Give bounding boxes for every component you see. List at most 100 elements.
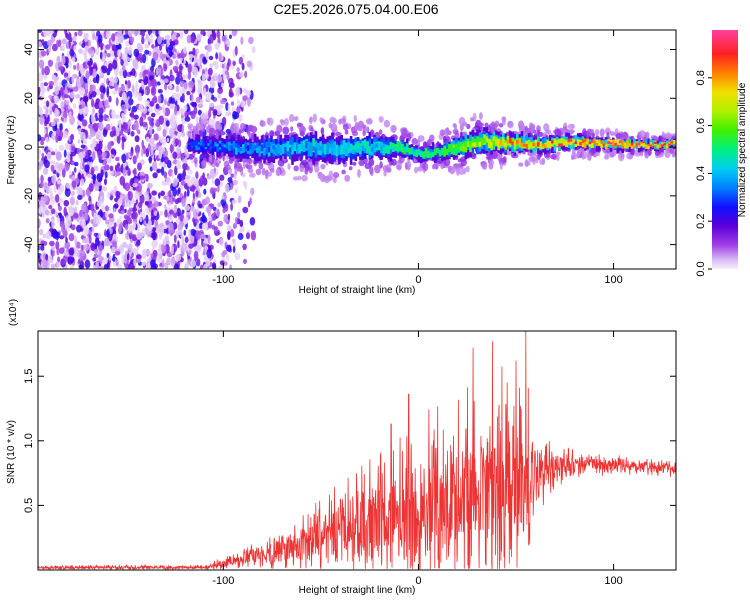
ridge-halo <box>528 156 536 163</box>
noise-blob <box>187 63 192 74</box>
ridge-cell <box>406 147 409 151</box>
y-tick-label: -20 <box>23 188 35 204</box>
noise-blob <box>80 178 85 187</box>
noise-blob <box>164 99 167 105</box>
noise-blob <box>190 93 194 102</box>
ridge-halo <box>477 122 484 128</box>
noise-blob <box>178 63 183 74</box>
noise-blob <box>171 171 174 179</box>
noise-blob <box>56 247 60 256</box>
ridge-cell <box>391 142 395 148</box>
noise-blob <box>82 139 87 145</box>
ridge-halo <box>366 118 373 125</box>
ridge-cell <box>363 139 367 152</box>
noise-blob <box>58 66 64 71</box>
ridge-halo <box>490 121 495 130</box>
ridge-cell <box>249 144 252 150</box>
ridge-cell <box>429 154 432 157</box>
noise-blob <box>90 113 94 123</box>
noise-blob <box>102 87 106 94</box>
ridge-halo <box>661 133 669 138</box>
noise-blob <box>72 103 77 109</box>
colorbar-tick-label: 0.2 <box>695 214 707 229</box>
ridge-cell <box>651 139 655 147</box>
noise-blob <box>240 36 244 45</box>
noise-blob <box>232 245 236 254</box>
noise-blob <box>121 136 126 141</box>
noise-blob <box>168 127 175 137</box>
noise-blob <box>134 178 139 184</box>
noise-blob <box>232 60 236 66</box>
noise-blob <box>62 43 65 52</box>
noise-blob <box>72 35 77 42</box>
ridge-halo <box>228 158 234 164</box>
noise-blob <box>47 181 52 187</box>
noise-blob <box>186 114 190 121</box>
noise-blob <box>90 166 95 175</box>
noise-blob <box>149 125 153 135</box>
noise-blob <box>64 162 70 172</box>
ridge-cell <box>424 153 428 158</box>
noise-blob <box>170 257 176 267</box>
noise-blob <box>117 49 122 58</box>
noise-blob <box>123 254 128 264</box>
ridge-cell <box>373 144 376 149</box>
noise-blob <box>121 104 127 111</box>
noise-blob <box>104 178 107 186</box>
noise-blob <box>88 183 94 192</box>
ridge-cell <box>391 144 395 152</box>
noise-blob <box>124 223 129 231</box>
ridge-halo <box>362 130 367 137</box>
noise-blob <box>130 131 135 137</box>
ridge-cell <box>621 140 624 146</box>
noise-blob <box>149 166 153 172</box>
noise-blob <box>106 228 110 238</box>
noise-blob <box>120 210 125 215</box>
ridge-cell <box>628 138 631 146</box>
noise-blob <box>199 264 204 269</box>
ridge-halo <box>545 129 551 135</box>
noise-blob <box>94 184 100 192</box>
ridge-halo <box>332 172 340 179</box>
ridge-cell <box>361 145 365 151</box>
noise-blob <box>189 57 193 64</box>
ridge-halo <box>667 134 672 141</box>
snr-y-ticks: 0.5 1.0 1.5 <box>23 369 676 513</box>
noise-blob <box>141 139 144 149</box>
noise-blob <box>109 130 115 138</box>
noise-blob <box>53 75 57 84</box>
x-tick-label: -100 <box>212 575 234 587</box>
noise-blob <box>151 190 158 196</box>
ridge-halo <box>466 123 471 130</box>
ridge-halo <box>239 123 246 130</box>
ridge-cell <box>572 139 575 143</box>
noise-blob <box>165 120 170 127</box>
ridge-cell <box>553 140 557 152</box>
noise-blob <box>142 121 147 128</box>
ridge-halo <box>209 155 213 163</box>
noise-blob <box>169 74 175 82</box>
noise-blob <box>227 177 233 183</box>
noise-blob <box>201 214 207 223</box>
noise-blob <box>52 248 55 257</box>
noise-blob <box>175 218 181 224</box>
ridge-cell <box>523 143 526 147</box>
noise-blob <box>181 198 186 207</box>
ridge-cell <box>612 139 615 145</box>
noise-blob <box>183 46 187 54</box>
noise-blob <box>161 166 165 176</box>
ridge-halo <box>457 158 463 163</box>
ridge-cell <box>600 140 603 143</box>
noise-blob <box>183 229 187 236</box>
noise-blob <box>247 96 251 107</box>
noise-blob <box>173 234 177 244</box>
noise-blob <box>91 226 95 233</box>
noise-blob <box>90 161 93 167</box>
ridge-cell <box>672 140 676 145</box>
noise-blob <box>216 208 220 218</box>
noise-blob <box>51 132 56 141</box>
ridge-cell <box>305 140 308 149</box>
noise-blob <box>145 194 150 202</box>
ridge-cell <box>314 147 318 154</box>
noise-blob <box>77 194 83 201</box>
